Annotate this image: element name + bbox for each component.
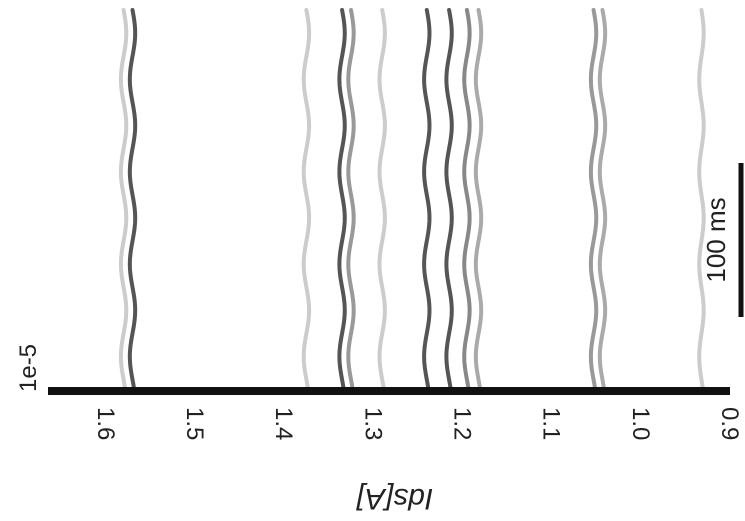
trace-line-11 (588, 8, 599, 390)
trace-line-12 (597, 8, 608, 390)
axis-exponent-label: 1e-5 (15, 344, 42, 392)
tick-label-1.2: 1.2 (449, 407, 476, 440)
tick-label-0.9: 0.9 (716, 407, 743, 440)
tick-label-1.3: 1.3 (359, 407, 386, 440)
tick-labels: 1.6 1.5 1.4 1.3 1.2 1.1 1.0 0.9 (92, 407, 743, 440)
trace-line-8 (444, 8, 454, 390)
trace-line-1 (118, 8, 129, 390)
tick-label-1.5: 1.5 (181, 407, 208, 440)
series-group (118, 8, 706, 390)
x-axis-title: Ids[A] (356, 482, 433, 515)
scale-bar-label: 100 ms (701, 197, 731, 282)
tick-label-1.4: 1.4 (270, 407, 297, 440)
tick-label-1.6: 1.6 (92, 407, 119, 440)
trace-line-4 (337, 8, 347, 390)
tick-label-1.0: 1.0 (627, 407, 654, 440)
trace-line-13 (697, 8, 706, 390)
trace-line-10 (473, 8, 484, 390)
trace-line-2 (127, 8, 138, 390)
trace-line-3 (301, 8, 312, 390)
trace-line-6 (377, 8, 387, 390)
trace-line-5 (346, 8, 356, 390)
trace-line-7 (422, 8, 432, 390)
trace-line-9 (462, 8, 472, 390)
tick-label-1.1: 1.1 (538, 407, 565, 440)
